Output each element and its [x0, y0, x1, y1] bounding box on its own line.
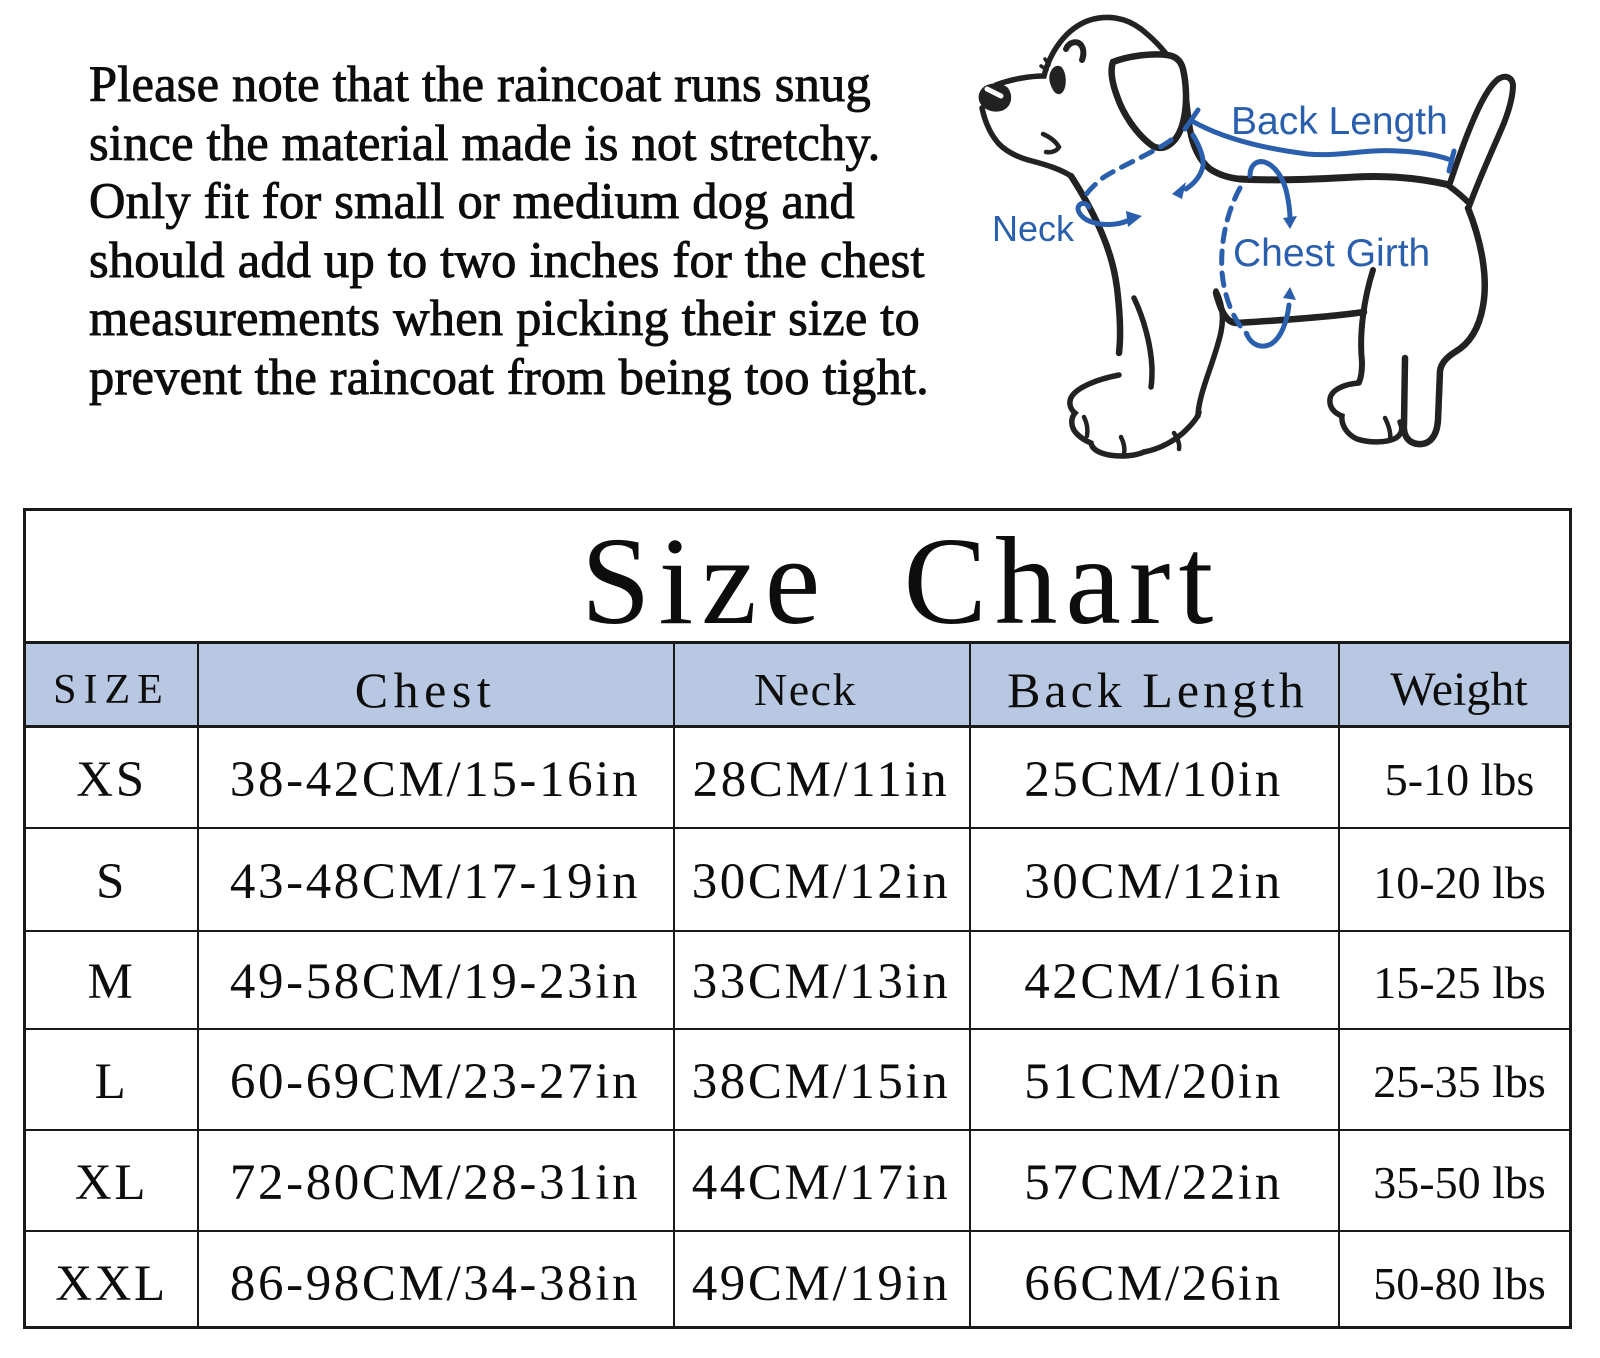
svg-text:Neck: Neck [992, 208, 1075, 249]
svg-text:Back Length: Back Length [1231, 100, 1448, 143]
svg-text:Chest Girth: Chest Girth [1233, 232, 1430, 275]
